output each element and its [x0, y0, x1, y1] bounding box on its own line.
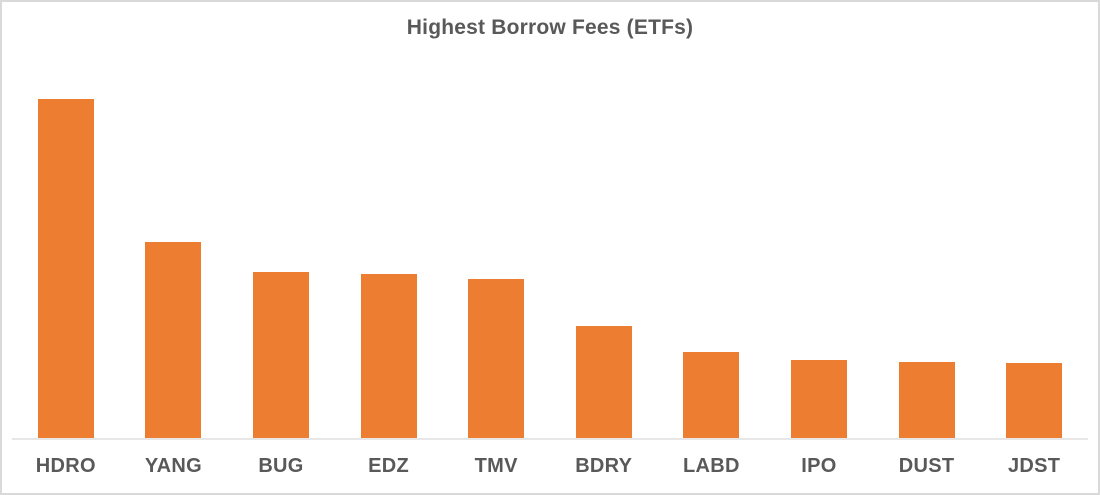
- x-axis-label: JDST: [1007, 455, 1061, 477]
- bar: [898, 361, 955, 438]
- x-axis-label: IPO: [801, 455, 837, 477]
- x-axis-label: YANG: [144, 455, 202, 477]
- bar-group: [335, 62, 443, 438]
- bar: [575, 326, 632, 438]
- x-axis-label: LABD: [682, 455, 740, 477]
- bar: [683, 351, 740, 438]
- bar: [253, 272, 309, 438]
- x-axis-label: DUST: [898, 455, 955, 477]
- bar-group: [765, 62, 873, 438]
- x-axis-label: BUG: [258, 455, 304, 477]
- x-axis-label: TMV: [474, 455, 518, 477]
- bar-group: [873, 62, 981, 438]
- bar-group: [658, 62, 766, 438]
- chart-title: Highest Borrow Fees (ETFs): [406, 16, 694, 39]
- bar: [37, 99, 94, 438]
- bar: [790, 360, 847, 438]
- bar-group: [227, 62, 335, 438]
- bar: [1006, 363, 1063, 438]
- bar-group: [550, 62, 658, 438]
- bar-group: [120, 62, 228, 438]
- plot-area: HDRO YANG BUG EDZ TMV BDRY LABD IPO DUST JDST: [2, 62, 1098, 493]
- bar: [468, 278, 525, 438]
- x-axis-label: EDZ: [368, 455, 410, 477]
- x-axis-labels: HDRO YANG BUG EDZ TMV BDRY LABD IPO DUST JDST: [12, 440, 1088, 478]
- x-axis-label: HDRO: [35, 455, 96, 477]
- x-axis-label: BDRY: [575, 455, 633, 477]
- bar-group: [442, 62, 550, 438]
- bar: [145, 241, 202, 438]
- bars-row: [12, 62, 1088, 440]
- bar-group: [12, 62, 120, 438]
- bar-group: [980, 62, 1088, 438]
- bar: [360, 273, 417, 438]
